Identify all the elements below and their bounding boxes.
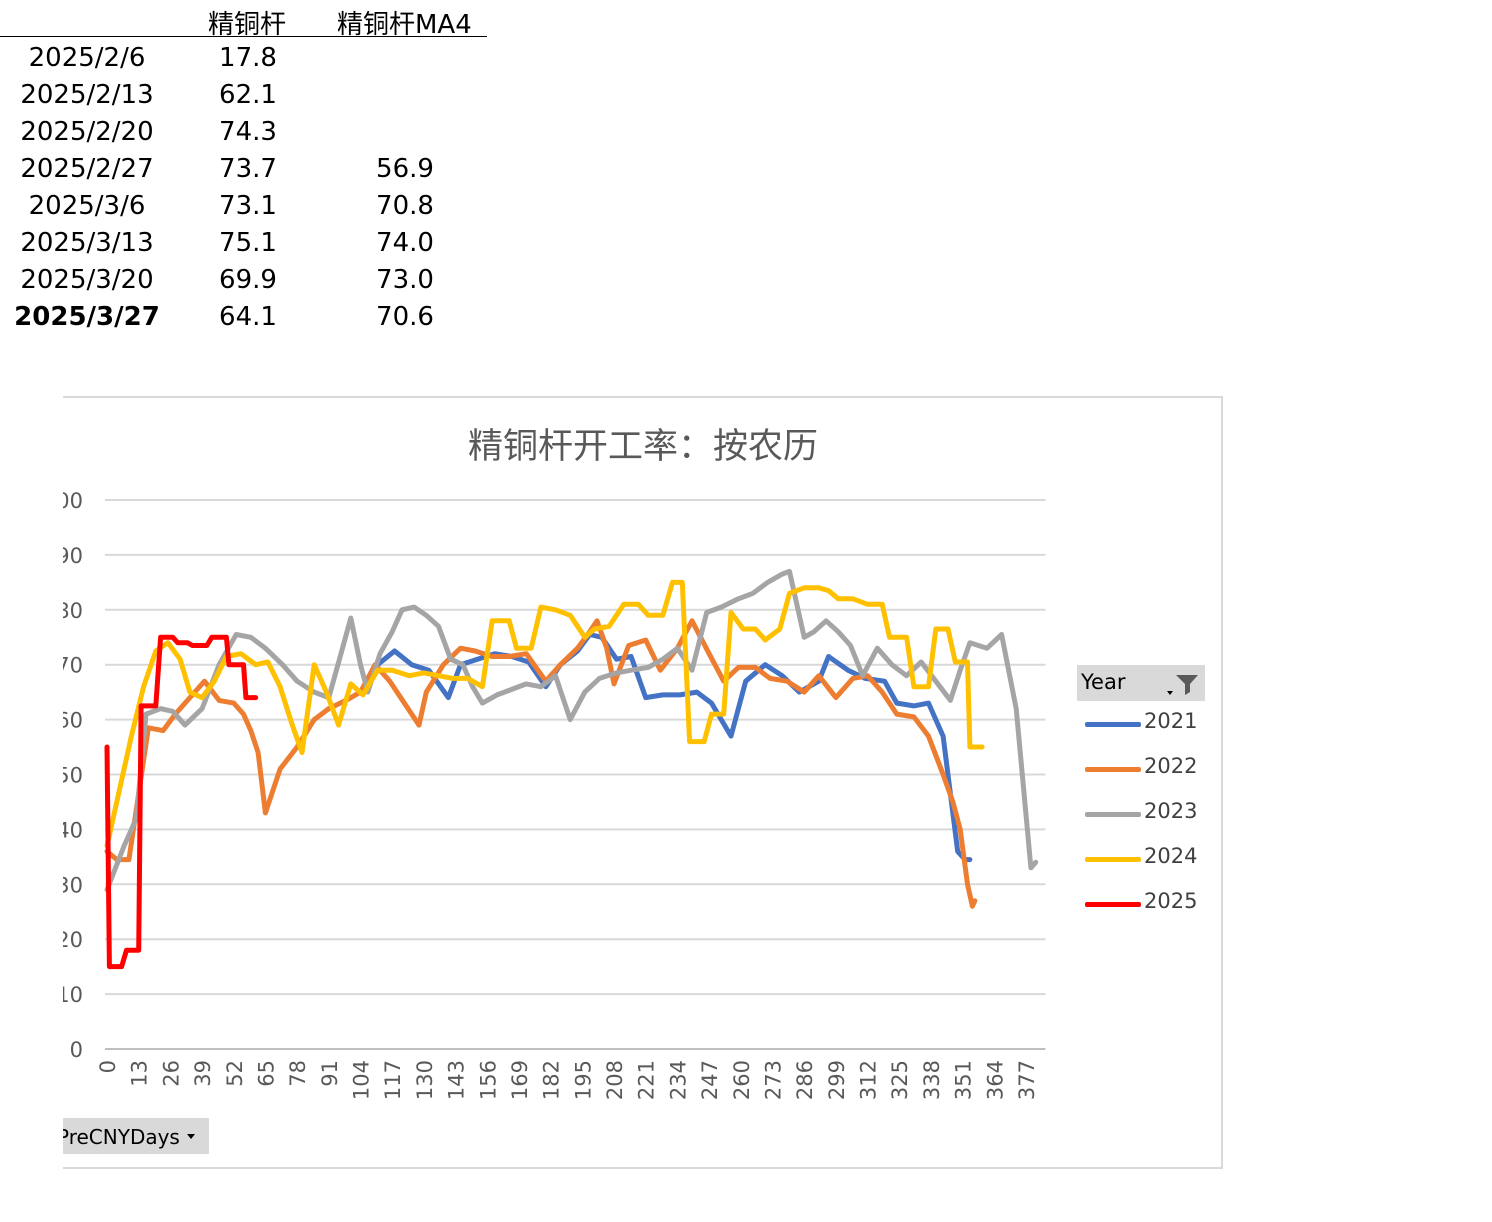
legend-label: 2021 <box>1144 709 1198 733</box>
field-button-label: PreCNYDays <box>63 1125 180 1149</box>
column-header-rod: 精铜杆 <box>208 10 287 40</box>
y-tick-label: 70 <box>56 654 83 678</box>
y-tick-label: 60 <box>56 709 83 733</box>
row-ma4: 70.8 <box>376 191 434 221</box>
x-tick-label: 338 <box>920 1060 944 1100</box>
row-value: 64.1 <box>219 302 277 332</box>
x-tick-label: 221 <box>635 1060 659 1100</box>
gridlines <box>105 499 1046 1050</box>
legend-swatch <box>1085 857 1141 862</box>
y-tick-label: 80 <box>56 599 83 623</box>
row-date: 2025/2/20 <box>20 117 154 147</box>
x-tick-label: 91 <box>318 1060 342 1087</box>
chart-title: 精铜杆开工率：按农历 <box>467 427 818 467</box>
y-tick-label: 50 <box>56 764 83 788</box>
series-line-2025 <box>104 634 259 970</box>
legend-swatch <box>1085 812 1141 817</box>
x-axis-field-button[interactable]: PreCNYDays <box>63 1118 209 1154</box>
row-ma4: 70.6 <box>376 302 434 332</box>
x-tick-label: 208 <box>603 1060 627 1100</box>
row-value: 74.3 <box>219 117 277 147</box>
row-date: 2025/2/27 <box>20 154 154 184</box>
x-tick-label: 143 <box>445 1060 469 1100</box>
series-line-2023 <box>104 568 1039 893</box>
x-tick-label: 39 <box>191 1060 215 1087</box>
x-tick-label: 156 <box>476 1060 500 1100</box>
x-tick-label: 351 <box>952 1060 976 1100</box>
x-tick-label: 182 <box>540 1060 564 1100</box>
series-line-2024 <box>104 579 985 849</box>
y-tick-label: 30 <box>56 873 83 897</box>
x-tick-label: 247 <box>698 1060 722 1100</box>
x-tick-label: 325 <box>888 1060 912 1100</box>
x-tick-label: 273 <box>761 1060 785 1100</box>
legend-swatch <box>1085 902 1141 907</box>
row-ma4: 74.0 <box>376 228 434 258</box>
y-axis-ticks: 0 10 20 30 40 50 60 70 80 90 100 <box>43 489 83 1062</box>
x-tick-label: 0 <box>96 1060 120 1073</box>
y-tick-label: 40 <box>56 818 83 842</box>
x-tick-label: 104 <box>350 1060 374 1100</box>
legend-swatch <box>1085 767 1141 772</box>
legend-label: 2025 <box>1144 889 1198 913</box>
x-tick-label: 13 <box>128 1060 152 1087</box>
row-value: 73.7 <box>219 154 277 184</box>
legend-label: 2024 <box>1144 844 1198 868</box>
x-tick-label: 169 <box>508 1060 532 1100</box>
x-tick-label: 195 <box>571 1060 595 1100</box>
row-date: 2025/3/20 <box>20 265 154 295</box>
row-ma4: 56.9 <box>376 154 434 184</box>
legend-swatch <box>1085 722 1141 727</box>
x-tick-label: 299 <box>825 1060 849 1100</box>
filter-icon[interactable] <box>1163 671 1201 697</box>
x-tick-label: 234 <box>666 1060 690 1100</box>
x-tick-label: 286 <box>793 1060 817 1100</box>
legend-label: 2022 <box>1144 754 1198 778</box>
column-header-ma4: 精铜杆MA4 <box>337 10 472 40</box>
y-tick-label: 0 <box>70 1038 83 1062</box>
row-date: 2025/2/6 <box>28 43 146 73</box>
x-tick-label: 377 <box>1015 1060 1039 1100</box>
row-value: 62.1 <box>219 80 277 110</box>
chart-area[interactable] <box>63 396 1223 1169</box>
dropdown-arrow-icon <box>187 1134 195 1139</box>
header-underline <box>0 36 487 37</box>
y-tick-label: 20 <box>56 928 83 952</box>
row-date: 2025/3/6 <box>28 191 146 221</box>
row-value: 73.1 <box>219 191 277 221</box>
x-tick-label: 364 <box>983 1060 1007 1100</box>
legend-label: 2023 <box>1144 799 1198 823</box>
y-tick-label: 10 <box>56 983 83 1007</box>
y-tick-label: 90 <box>56 544 83 568</box>
series-lines <box>104 568 1039 970</box>
y-tick-label: 100 <box>43 489 83 513</box>
x-tick-label: 260 <box>730 1060 754 1100</box>
legend-year-filter[interactable]: Year <box>1077 665 1205 701</box>
row-value: 69.9 <box>219 265 277 295</box>
x-tick-label: 130 <box>413 1060 437 1100</box>
legend-title: Year <box>1081 670 1126 694</box>
row-date: 2025/2/13 <box>20 80 154 110</box>
x-tick-label: 65 <box>254 1060 278 1087</box>
x-tick-label: 117 <box>381 1060 405 1100</box>
x-tick-label: 78 <box>286 1060 310 1087</box>
row-date-latest: 2025/3/27 <box>14 302 160 332</box>
x-tick-label: 312 <box>857 1060 881 1100</box>
row-ma4: 73.0 <box>376 265 434 295</box>
x-tick-label: 26 <box>159 1060 183 1087</box>
series-line-2021 <box>375 632 973 863</box>
row-value: 75.1 <box>219 228 277 258</box>
row-value: 17.8 <box>219 43 277 73</box>
x-axis-ticks: 0 13 26 39 52 65 78 91 104 117 130 143 156 169 182 195 2… <box>96 1060 1039 1100</box>
series-line-2022 <box>104 618 978 909</box>
row-date: 2025/3/13 <box>20 228 154 258</box>
x-tick-label: 52 <box>223 1060 247 1087</box>
